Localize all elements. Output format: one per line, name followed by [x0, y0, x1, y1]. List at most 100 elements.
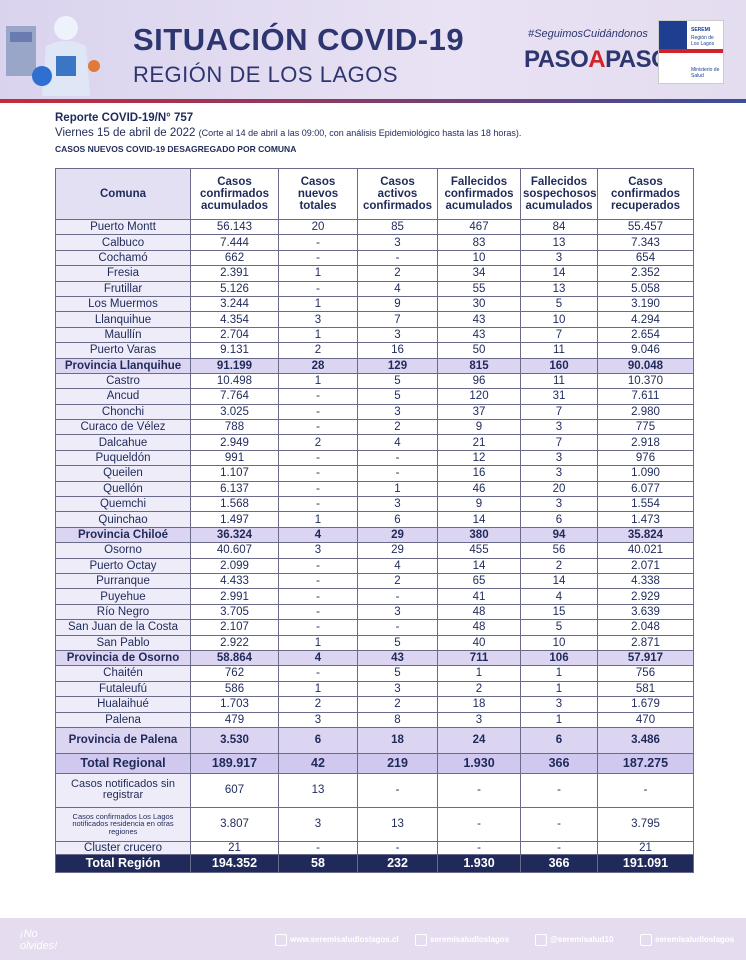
- cell: 3: [520, 696, 598, 713]
- cell: 6: [520, 511, 598, 528]
- reminder: ¡No olvides!: [20, 928, 58, 952]
- row: Total Regional 189.917 42 219 1.930 366 187.27…: [55, 752, 694, 774]
- instagram: seremisaludloslagos: [655, 935, 735, 945]
- row: Total Región 194.352 58 232 1.930 366 191.091: [55, 853, 694, 873]
- cell: Total Región: [55, 853, 191, 873]
- row: Frutillar 5.126-4 55 13 5.058: [55, 280, 694, 297]
- cell: 191.091: [597, 853, 694, 873]
- cell: 607: [190, 772, 279, 808]
- cell: -: [357, 840, 438, 855]
- cell: Osorno: [55, 542, 191, 559]
- cell: 160: [520, 357, 598, 374]
- cell: 91.199: [190, 357, 279, 374]
- row: Dalcahue 2.949 2 4 21 7 2.918: [55, 434, 694, 451]
- cell: 3: [357, 680, 438, 698]
- cell: 129: [357, 357, 438, 374]
- cell: Frutillar: [55, 280, 191, 297]
- cell: 3: [357, 403, 438, 421]
- cell: Calbuco: [55, 234, 191, 251]
- cell: Quemchi: [55, 496, 191, 513]
- cell: 1.473: [597, 511, 694, 528]
- logo-text: SEREMI: [691, 27, 711, 33]
- cell: 2.048: [597, 619, 694, 636]
- cell: 10: [520, 634, 598, 651]
- cell: 380: [437, 526, 521, 544]
- cell: 2: [357, 572, 438, 590]
- cell: 470: [597, 711, 694, 728]
- cell: Casos confirmados Los Lagos notificados …: [55, 806, 191, 842]
- cell: Llanquihue: [55, 311, 191, 328]
- cell: 991: [190, 449, 279, 467]
- cell: 366: [520, 853, 598, 873]
- cell: 14: [520, 572, 598, 590]
- cell: 83: [437, 234, 521, 251]
- cell: 3: [520, 449, 598, 467]
- cell: -: [278, 496, 358, 513]
- row: Cluster crucero 21- - - -21: [55, 840, 694, 855]
- date: Viernes 15 de abril de 2022: [55, 127, 196, 139]
- cell: 3: [278, 711, 358, 728]
- header: SITUACIÓN COVID-19 REGIÓN DE LOS LAGOS #…: [0, 0, 746, 100]
- cell: 43: [357, 649, 438, 667]
- cell: -: [357, 588, 438, 605]
- row: Chonchi 3.025-3 37 7 2.980: [55, 403, 694, 421]
- cell: 4.354: [190, 311, 279, 328]
- cell: 13: [520, 234, 598, 251]
- cell: 56: [520, 542, 598, 559]
- hashtag: #SeguimosCuidándonos: [528, 28, 648, 40]
- cell: 2.654: [597, 326, 694, 344]
- logo-text: Región de Los Lagos: [691, 35, 715, 47]
- cell: 1.554: [597, 496, 694, 513]
- cell: 18: [437, 696, 521, 713]
- cell: 3.190: [597, 295, 694, 313]
- cell: 40.607: [190, 542, 279, 559]
- cell: 467: [437, 218, 521, 236]
- cell: -: [278, 449, 358, 467]
- cell: 756: [597, 665, 694, 682]
- cell: 3: [520, 419, 598, 436]
- row: Puerto Varas 9.131 2 16 50 11 9.046: [55, 342, 694, 359]
- twitter: @seremisalud10: [550, 935, 614, 945]
- cell: 30: [437, 295, 521, 313]
- cell: 29: [357, 542, 438, 559]
- cell: 41: [437, 588, 521, 605]
- cell: -: [278, 280, 358, 297]
- row: Palena 479 3 8 3 1 470: [55, 711, 694, 728]
- cell: 7: [357, 311, 438, 328]
- cell: 187.275: [597, 752, 694, 774]
- cell: 9: [437, 496, 521, 513]
- cell: 43: [437, 311, 521, 328]
- cell: San Juan de la Costa: [55, 619, 191, 636]
- row: Calbuco 7.444-3 83 13 7.343: [55, 234, 694, 251]
- cell: 6.137: [190, 480, 279, 498]
- row: Osorno 40.607 3 29 455 56 40.021: [55, 542, 694, 559]
- cell: 1.930: [437, 752, 521, 774]
- cell: 40: [437, 634, 521, 651]
- cell: 815: [437, 357, 521, 374]
- title: SITUACIÓN COVID-19: [133, 22, 465, 57]
- row: Quinchao 1.497 1 6 14 6 1.473: [55, 511, 694, 528]
- row: Casos confirmados Los Lagos notificados …: [55, 806, 694, 842]
- cell: 581: [597, 680, 694, 698]
- cell: -: [278, 619, 358, 636]
- cell: 94: [520, 526, 598, 544]
- cell: -: [278, 557, 358, 574]
- cell: 1.703: [190, 696, 279, 713]
- row: Puerto Octay 2.099-4 14 2 2.071: [55, 557, 694, 574]
- cell: 3: [437, 711, 521, 728]
- row: Provincia de Palena 3.530 6 18 24 6 3.486: [55, 726, 694, 754]
- header-stripe: [0, 99, 746, 103]
- cell: 3: [278, 311, 358, 328]
- cell: 65: [437, 572, 521, 590]
- cell: 2.922: [190, 634, 279, 651]
- cell: 10: [437, 249, 521, 267]
- cell: -: [278, 249, 358, 267]
- cell: 2.918: [597, 434, 694, 451]
- cell: 3.486: [597, 726, 694, 754]
- cell: 5: [357, 634, 438, 651]
- cell: 1: [520, 711, 598, 728]
- cell: 55.457: [597, 218, 694, 236]
- row: Castro 10.498 1 5 96 11 10.370: [55, 372, 694, 390]
- cell: 6: [278, 726, 358, 754]
